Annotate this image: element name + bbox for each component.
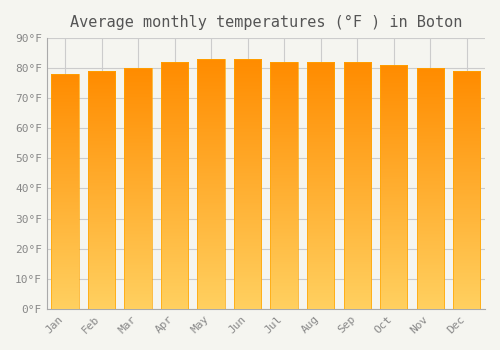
Title: Average monthly temperatures (°F ) in Boton: Average monthly temperatures (°F ) in Bo…: [70, 15, 462, 30]
Bar: [234, 59, 262, 309]
Bar: [416, 68, 444, 309]
Bar: [52, 74, 79, 309]
Bar: [124, 68, 152, 309]
Bar: [161, 62, 188, 309]
Bar: [270, 62, 298, 309]
Bar: [307, 62, 334, 309]
Bar: [88, 71, 116, 309]
Bar: [380, 65, 407, 309]
Bar: [453, 71, 480, 309]
Bar: [198, 59, 225, 309]
Bar: [344, 62, 371, 309]
